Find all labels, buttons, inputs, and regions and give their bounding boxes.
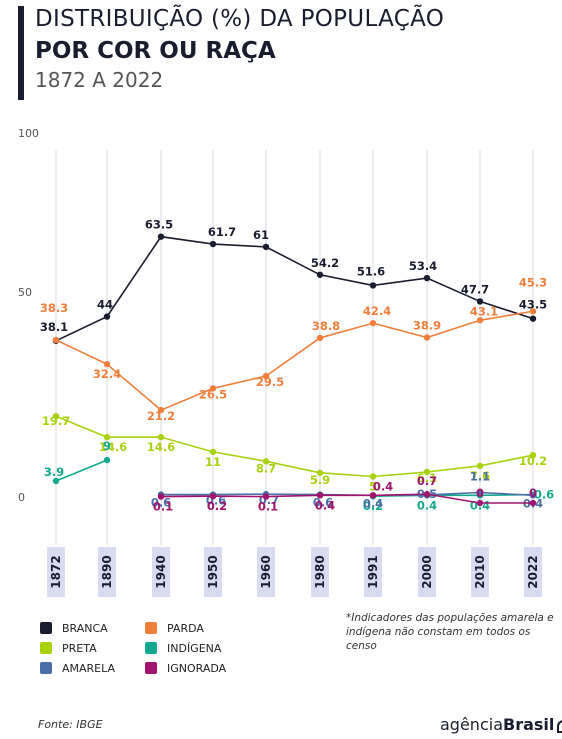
data-label: 3.9	[44, 465, 64, 479]
series-line-indígena	[56, 460, 533, 496]
legend-swatch	[40, 662, 52, 674]
data-label: 0	[529, 486, 537, 500]
legend-item-branca: BRANCA	[40, 622, 108, 635]
legend-swatch	[40, 622, 52, 634]
legend-label: PRETA	[62, 642, 97, 655]
legend-label: BRANCA	[62, 622, 108, 635]
data-point	[317, 272, 323, 278]
data-label: 45.3	[519, 275, 547, 289]
legend-label: AMARELA	[62, 662, 115, 675]
data-label: 38.3	[40, 301, 68, 315]
x-tick-label: 1940	[154, 555, 168, 588]
data-label: 19.7	[42, 414, 70, 428]
data-point	[53, 337, 59, 343]
data-label: 38.8	[312, 319, 340, 333]
footnote: *Indicadores das populações amarela e in…	[346, 611, 556, 653]
data-label: 21.2	[147, 409, 175, 423]
brand-text-light: agência	[440, 715, 503, 734]
data-label: 0.4	[315, 498, 335, 512]
x-tick-label: 2010	[473, 555, 487, 588]
legend-item-ignorada: IGNORADA	[145, 662, 226, 675]
x-tick-label: 1890	[100, 555, 114, 588]
series-line-preta	[56, 416, 533, 476]
legend-swatch	[145, 642, 157, 654]
data-label: 0.1	[153, 500, 173, 514]
data-label: 42.4	[363, 304, 391, 318]
data-label: 10.2	[519, 454, 547, 468]
legend-swatch	[145, 622, 157, 634]
data-label: 26.5	[199, 387, 227, 401]
data-label: 38.1	[40, 320, 68, 334]
speech-bubble-icon	[557, 720, 562, 733]
data-label: 1.1	[470, 469, 490, 483]
legend-item-amarela: AMARELA	[40, 662, 115, 675]
data-label: 44	[97, 298, 113, 312]
brand-text-bold: Brasil	[503, 715, 554, 734]
x-tick-label: 1872	[49, 555, 63, 588]
x-tick-label: 2000	[420, 555, 434, 588]
data-point	[104, 313, 110, 319]
data-label: 32.4	[93, 367, 121, 381]
y-tick-label: 0	[18, 491, 25, 504]
data-label: 0.2	[207, 499, 227, 513]
data-label: 61	[253, 228, 269, 242]
data-label: 0.7	[417, 474, 437, 488]
data-point	[210, 241, 216, 247]
data-label: 11	[205, 455, 221, 469]
data-point	[477, 500, 483, 506]
data-point	[530, 308, 536, 314]
data-point	[104, 457, 110, 463]
source-label: Fonte: IBGE	[38, 718, 103, 731]
y-tick-label: 100	[18, 127, 39, 140]
x-tick-label: 1980	[313, 555, 327, 588]
data-label: 8.7	[256, 461, 276, 475]
data-label: 61.7	[208, 225, 236, 239]
data-label: 51.6	[357, 264, 385, 278]
x-tick-label: 1991	[366, 555, 380, 588]
x-tick-label: 2022	[526, 555, 540, 588]
data-label: 43.1	[470, 304, 498, 318]
x-tick-label: 1950	[206, 555, 220, 588]
data-label: 53.4	[409, 259, 437, 273]
data-label: 0	[476, 486, 484, 500]
data-point	[530, 500, 536, 506]
data-point	[424, 334, 430, 340]
data-point	[158, 233, 164, 239]
data-label: 0.4	[373, 479, 393, 493]
data-point	[370, 320, 376, 326]
legend-item-indigena: INDÍGENA	[145, 642, 221, 655]
legend-label: IGNORADA	[167, 662, 226, 675]
x-tick-label: 1960	[259, 555, 273, 588]
data-label: 0.1	[258, 500, 278, 514]
data-label: 5.9	[310, 473, 330, 487]
y-tick-label: 50	[18, 286, 32, 299]
data-label: 63.5	[145, 218, 173, 232]
series-line-parda	[56, 311, 533, 410]
data-point	[370, 282, 376, 288]
brand-logo: agênciaBrasil	[440, 715, 562, 734]
data-label: 29.5	[256, 375, 284, 389]
data-label: 9	[103, 439, 111, 453]
data-label: 47.7	[461, 282, 489, 296]
data-label: 14.6	[147, 440, 175, 454]
data-label: 38.9	[413, 319, 441, 333]
legend-item-parda: PARDA	[145, 622, 204, 635]
legend-swatch	[145, 662, 157, 674]
legend-label: PARDA	[167, 622, 204, 635]
data-point	[530, 315, 536, 321]
legend-swatch	[40, 642, 52, 654]
data-point	[263, 244, 269, 250]
legend-label: INDÍGENA	[167, 642, 221, 655]
data-point	[424, 275, 430, 281]
data-point	[317, 335, 323, 341]
data-point	[424, 491, 430, 497]
data-label: 54.2	[311, 256, 339, 270]
legend-item-preta: PRETA	[40, 642, 97, 655]
